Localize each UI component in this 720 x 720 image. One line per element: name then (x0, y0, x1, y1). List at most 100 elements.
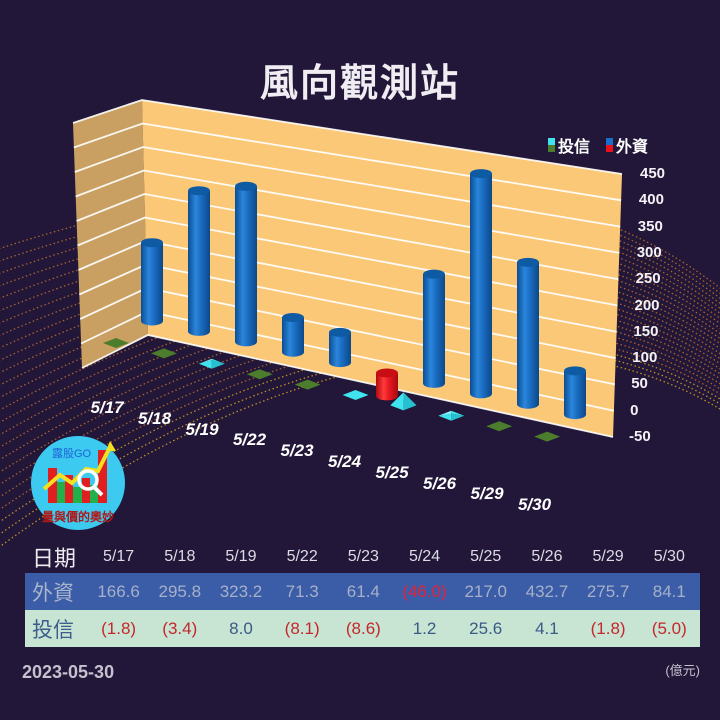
gridline (74, 146, 621, 228)
y-tick-label: 200 (634, 296, 660, 314)
logo-tagline-text: 量與價的奧妙 (42, 509, 114, 524)
dotted-curve (0, 298, 720, 448)
side-wall (73, 100, 148, 368)
table-cell: 5/17 (103, 547, 135, 565)
legend-label: 外資 (616, 139, 649, 156)
trust-pyramid (342, 390, 369, 400)
trust-pyramid (534, 431, 561, 442)
table-cell: 5/22 (286, 547, 318, 565)
gridline (75, 169, 620, 254)
table-cell: 5/25 (470, 547, 502, 565)
y-tick-label: 350 (637, 217, 663, 235)
logo-brand-text: 露股GO (52, 447, 92, 460)
y-tick-label: 250 (635, 270, 661, 288)
trust-pyramid (486, 421, 513, 432)
table-header-row: 日期 5/17 5/18 5/19 5/22 5/23 5/24 5/25 5/26 5/29 5/… (25, 540, 700, 573)
dotted-curve (0, 338, 720, 523)
y-tick-label: -50 (629, 428, 651, 445)
y-tick-label: 400 (638, 191, 664, 209)
table-cell: (1.8) (101, 618, 137, 638)
table-cell: 5/23 (347, 547, 379, 565)
back-wall (142, 100, 622, 437)
foreign-bar (188, 186, 210, 336)
trust-pyramid (294, 379, 321, 390)
table-cell: (8.6) (345, 618, 381, 638)
table-cell: 1.2 (412, 618, 437, 638)
trust-pyramid (438, 410, 465, 421)
dotted-curve (0, 312, 720, 473)
table-cell: 61.4 (346, 581, 380, 601)
table-row-trust: 投信 (1.8) (3.4) 8.0 (8.1) (8.6) 1.2 25.6 4.1 (1.8)… (25, 610, 700, 647)
legend-label: 投信 (558, 139, 591, 156)
table-cell: 217.0 (464, 581, 507, 601)
y-tick-label: 100 (632, 349, 658, 367)
table-cell: 84.1 (652, 581, 686, 601)
table-cell: 8.0 (229, 618, 253, 638)
brand-logo-icon: 露股GO 量與價的奧妙 (31, 436, 125, 530)
legend-item-foreign: 外資 (606, 133, 648, 157)
row-label: 投信 (32, 618, 74, 642)
table-cell: (3.4) (162, 618, 198, 638)
table-cell: (5.0) (651, 618, 687, 638)
y-tick-label: 50 (631, 375, 648, 393)
foreign-bar (141, 238, 163, 326)
data-table: 日期 5/17 5/18 5/19 5/22 5/23 5/24 5/25 5/26 5/29 5/… (25, 540, 700, 647)
table-cell: 432.7 (525, 581, 569, 601)
legend-item-trust: 投信 (548, 133, 590, 157)
table-cell: (1.8) (590, 618, 626, 638)
table-cell: 5/19 (225, 547, 257, 565)
x-tick-label: 5/26 (422, 473, 457, 493)
table-row-foreign: 外資 166.6 295.8 323.2 71.3 61.4 (46.0) 217.0 432.… (25, 573, 700, 610)
gridline (81, 334, 614, 438)
trust-pyramid (246, 369, 273, 380)
row-label: 日期 (32, 545, 77, 571)
table-cell: 275.7 (586, 581, 630, 601)
foreign-bar (235, 181, 257, 347)
x-tick-label: 5/25 (375, 462, 409, 482)
trust-pyramid (198, 358, 225, 369)
table-cell: 323.2 (219, 581, 263, 601)
dotted-curve (0, 352, 720, 548)
trust-pyramid (103, 338, 129, 348)
unit-label: (億元) (665, 663, 700, 678)
gridline (72, 99, 623, 175)
x-tick-label: 5/19 (185, 419, 219, 439)
table-cell: (46.0) (402, 581, 447, 601)
report-date: 2023-05-30 (22, 662, 115, 682)
y-tick-label: 0 (630, 401, 639, 419)
x-tick-label: 5/29 (470, 484, 504, 504)
dotted-curve (0, 325, 720, 498)
y-tick-label: 450 (640, 165, 666, 182)
legend-swatch-foreign-icon (606, 138, 614, 152)
table-cell: (8.1) (284, 618, 320, 638)
x-tick-label: 5/22 (232, 430, 267, 450)
y-tick-label: 300 (636, 243, 662, 261)
x-tick-label: 5/23 (280, 441, 314, 461)
x-tick-label: 5/30 (517, 495, 552, 515)
x-tick-label: 5/18 (137, 408, 172, 428)
foreign-bar (282, 313, 304, 357)
gridline (73, 122, 622, 202)
trust-pyramid (150, 348, 177, 359)
table-cell: 5/24 (408, 547, 441, 565)
chart-legend: 投信 外資 (548, 133, 648, 157)
row-label: 外資 (32, 581, 74, 605)
foreign-bar (564, 366, 586, 420)
gridline (76, 193, 619, 281)
table-cell: 5/30 (653, 547, 685, 565)
table-cell: 5/29 (592, 547, 624, 565)
dotted-curve (0, 277, 720, 411)
foreign-bar (376, 368, 398, 401)
gridline (77, 216, 618, 307)
x-tick-label: 5/17 (90, 398, 124, 417)
foreign-bar (329, 327, 351, 368)
y-tick-label: 150 (633, 322, 659, 340)
x-tick-label: 5/24 (327, 452, 362, 471)
foreign-bar (423, 269, 445, 388)
table-cell: 71.3 (285, 581, 319, 601)
trust-pyramid (390, 392, 417, 411)
dotted-curve (0, 291, 720, 436)
dotted-curve (0, 182, 720, 290)
